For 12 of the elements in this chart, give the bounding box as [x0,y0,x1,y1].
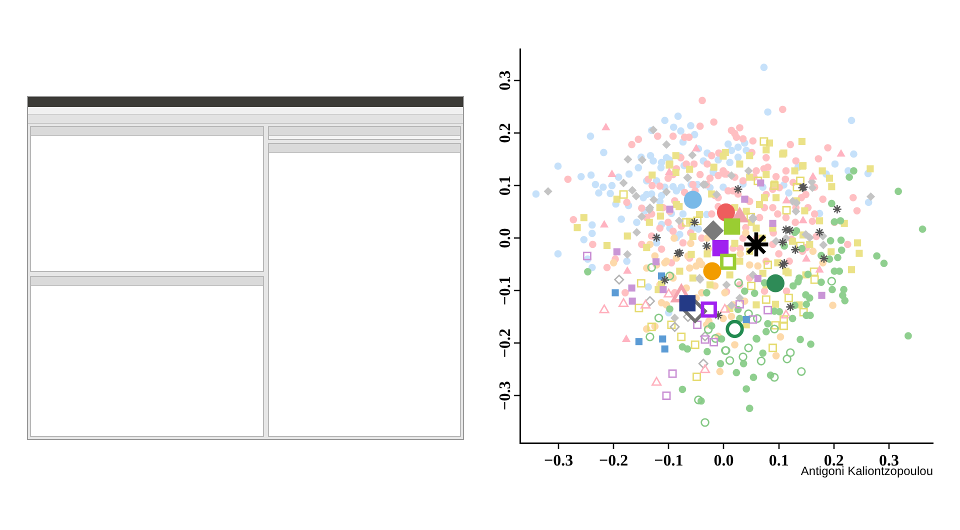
y-tick-label: −0.3 [497,381,514,410]
x-tick-label: 0.0 [714,452,734,470]
x-tick-label: −0.3 [544,452,574,470]
x-tick-label: 0.1 [768,452,789,470]
y-tick-label: 0.2 [497,123,514,144]
y-tick-label: −0.2 [497,328,514,358]
y-tick-label: −0.1 [497,276,514,306]
x-tick-label: −0.1 [654,452,684,470]
y-tick-label: 0.1 [497,176,514,196]
y-tick-label: 0.0 [497,228,514,248]
y-tick-label: 0.3 [497,70,514,91]
x-tick-label: −0.2 [599,452,628,470]
